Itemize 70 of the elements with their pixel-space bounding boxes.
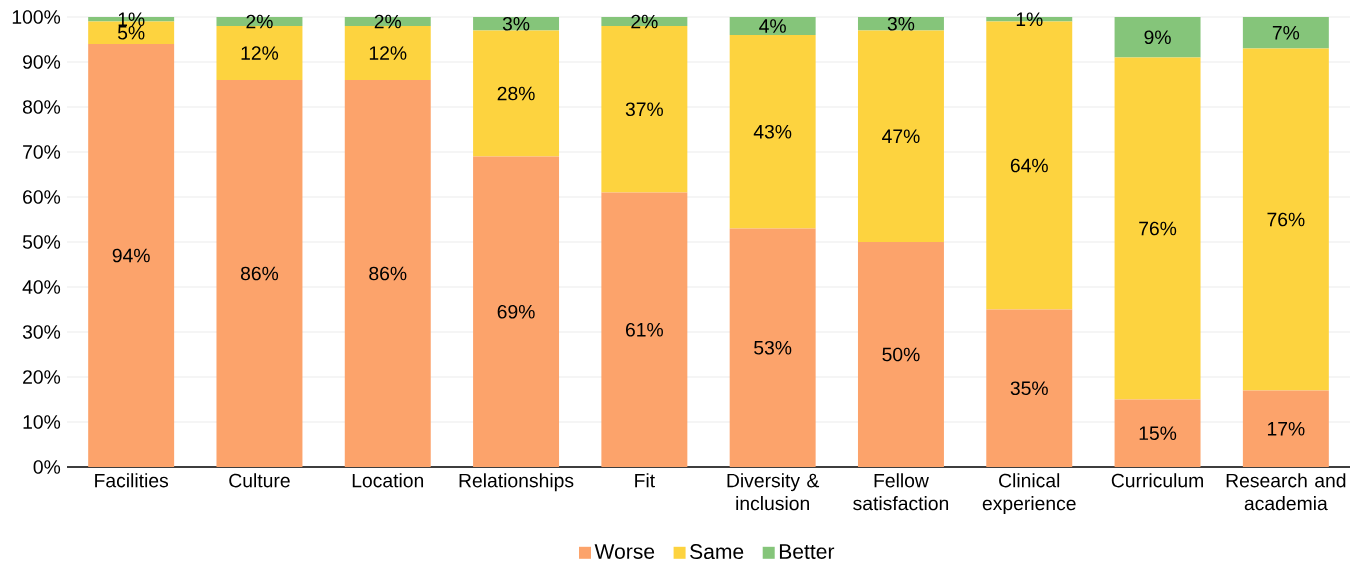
data-label: 2% xyxy=(374,14,402,29)
y-tick-label: 60% xyxy=(23,190,61,204)
data-label: 86% xyxy=(240,266,279,281)
bar xyxy=(986,309,1073,467)
bar xyxy=(1242,16,1329,49)
data-label: 53% xyxy=(754,340,792,355)
data-label: 37% xyxy=(625,102,663,117)
data-label: 17% xyxy=(1267,421,1305,436)
legend-label: Better xyxy=(779,544,835,559)
legend-label: Worse xyxy=(594,544,655,559)
bar xyxy=(1114,16,1201,58)
data-label: 69% xyxy=(497,304,535,319)
data-label: 12% xyxy=(369,46,407,60)
x-tick-label: Fellow satisfaction xyxy=(853,473,949,511)
data-label: 7% xyxy=(1272,26,1300,40)
y-tick-label: 40% xyxy=(22,280,61,294)
data-label: 9% xyxy=(1144,30,1171,45)
data-label: 35% xyxy=(1010,381,1048,396)
data-label: 61% xyxy=(626,322,663,337)
data-label: 94% xyxy=(112,248,150,263)
data-label: 12% xyxy=(241,46,279,60)
data-label: 86% xyxy=(369,266,407,281)
bar xyxy=(1242,390,1329,467)
data-label: 76% xyxy=(1267,212,1305,227)
x-tick-label: Relationships xyxy=(459,473,574,492)
data-label: 28% xyxy=(497,86,535,101)
data-label: 3% xyxy=(887,16,915,31)
bar xyxy=(1242,48,1329,391)
y-tick-label: 20% xyxy=(23,370,61,384)
x-tick-label: Facilities xyxy=(95,473,169,488)
bar xyxy=(729,16,816,35)
x-tick-label: Clinical experience xyxy=(982,473,1076,515)
data-label: 76% xyxy=(1139,221,1177,236)
data-label: 2% xyxy=(631,14,658,29)
x-tick-label: Diversity & inclusion xyxy=(727,473,820,511)
bar xyxy=(88,43,175,467)
bar xyxy=(1114,57,1201,400)
data-label: 4% xyxy=(759,19,786,33)
y-tick-label: 100% xyxy=(12,10,61,24)
y-tick-label: 10% xyxy=(23,415,61,429)
y-tick-label: 90% xyxy=(23,55,61,69)
y-tick-label: 0% xyxy=(33,460,61,474)
y-tick-label: 70% xyxy=(23,145,61,159)
x-tick-label: Location xyxy=(352,473,424,488)
y-tick-label: 30% xyxy=(22,325,61,339)
x-tick-label: Research and academia xyxy=(1226,473,1346,511)
data-label: 5% xyxy=(117,25,145,40)
bar xyxy=(729,228,816,467)
data-label: 43% xyxy=(753,124,792,139)
data-label: 64% xyxy=(1010,158,1048,173)
bar xyxy=(601,192,688,467)
x-tick-label: Fit xyxy=(635,473,655,488)
data-label: 47% xyxy=(882,129,920,143)
data-label: 50% xyxy=(882,347,920,362)
bar xyxy=(1114,399,1201,467)
bar xyxy=(473,30,560,157)
y-tick-label: 80% xyxy=(22,100,61,114)
data-label: 3% xyxy=(502,16,530,31)
x-tick-label: Culture xyxy=(229,473,290,488)
data-label: 15% xyxy=(1139,426,1177,441)
bar xyxy=(857,241,944,467)
y-tick-label: 50% xyxy=(22,235,61,249)
bar xyxy=(473,156,560,467)
bar xyxy=(216,79,303,467)
bar xyxy=(857,30,944,242)
data-label: 2% xyxy=(246,14,273,29)
x-tick-label: Curriculum xyxy=(1111,473,1203,488)
legend-label: Same xyxy=(690,544,744,560)
bar xyxy=(729,34,816,229)
bar xyxy=(344,79,431,467)
